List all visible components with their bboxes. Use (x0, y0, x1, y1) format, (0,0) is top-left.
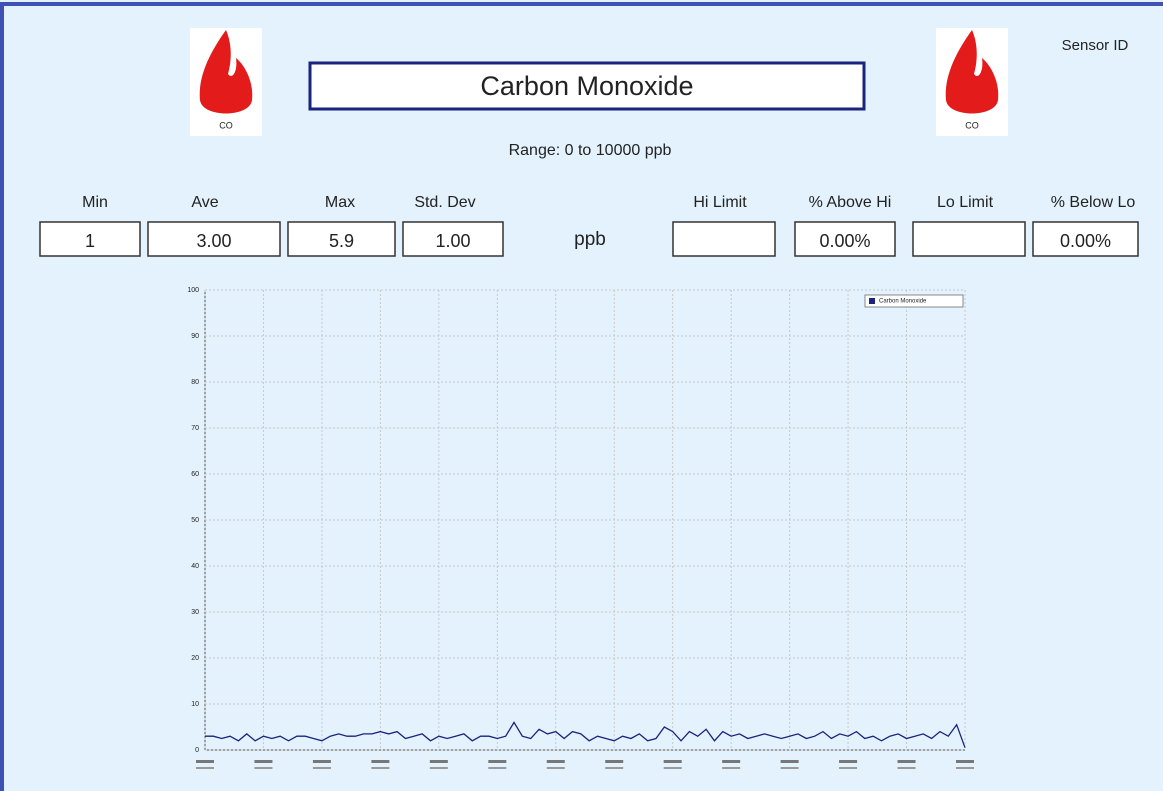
x-tick-label-blur (722, 767, 741, 769)
stat-box (672, 221, 776, 257)
x-tick-label-blur (371, 760, 390, 763)
y-tick-label: 40 (191, 563, 199, 570)
stat-box (794, 221, 896, 257)
stat-label: Min (82, 194, 108, 211)
x-tick-label-blur (663, 767, 682, 769)
x-tick-label-blur (956, 760, 974, 763)
stat-box (39, 221, 141, 257)
x-tick-label-blur (429, 767, 448, 769)
x-tick-label-blur (956, 767, 974, 769)
line (205, 721, 966, 748)
x-tick-label-blur (196, 767, 214, 769)
stat-label: % Above Hi (809, 194, 892, 211)
legend-box (864, 294, 964, 308)
stat-label: Std. Dev (414, 194, 475, 211)
stat-box (1032, 221, 1139, 257)
x-tick-label-blur (780, 767, 799, 769)
x-tick-label-blur (839, 767, 858, 769)
y-tick-label: 100 (187, 287, 199, 294)
stat-value: 5.9 (329, 231, 354, 251)
x-tick-label-blur (371, 767, 390, 769)
stat-label: Ave (191, 194, 218, 211)
x-tick-label-blur (897, 760, 916, 763)
icon-label: CO (219, 120, 233, 130)
x-tick-label-blur (312, 767, 331, 769)
y-tick-label: 80 (191, 379, 199, 386)
stat-box (147, 221, 281, 257)
sensor-id: Sensor ID (1062, 37, 1129, 54)
x-tick-label-blur (196, 760, 214, 763)
y-tick-label: 20 (191, 655, 199, 662)
title: Carbon Monoxide (480, 71, 693, 101)
y-tick-label: 0 (195, 747, 199, 754)
x-tick-label-blur (488, 760, 507, 763)
stat-value: 0.00% (819, 231, 870, 251)
y-tick-label: 60 (191, 471, 199, 478)
unit: ppb (574, 229, 606, 250)
icon-label: CO (965, 120, 979, 130)
stat-label: Max (325, 194, 355, 211)
stat-value: 1 (85, 231, 95, 251)
x-tick-label-blur (605, 760, 624, 763)
x-tick-label-blur (663, 760, 682, 763)
stat-value: 1.00 (435, 231, 470, 251)
title-box (308, 61, 866, 111)
stat-box (912, 221, 1026, 257)
legend-swatch (869, 298, 875, 304)
y-tick-label: 10 (191, 701, 199, 708)
stat-label: Lo Limit (937, 194, 994, 211)
x-tick-label-blur (839, 760, 858, 763)
stat-label: % Below Lo (1051, 194, 1136, 211)
icon: CO (936, 28, 1008, 136)
y-tick-label: 90 (191, 333, 199, 340)
stat-label: Hi Limit (693, 194, 747, 211)
x-tick-label-blur (780, 760, 799, 763)
x-tick-label-blur (605, 767, 624, 769)
x-tick-label-blur (254, 767, 273, 769)
x-tick-label-blur (546, 760, 565, 763)
x-tick-label-blur (312, 760, 331, 763)
y-tick-label: 30 (191, 609, 199, 616)
x-tick-label-blur (722, 760, 741, 763)
range: Range: 0 to 10000 ppb (509, 142, 672, 159)
stat-value: 3.00 (196, 231, 231, 251)
x-tick-label-blur (488, 767, 507, 769)
icon: CO (190, 28, 262, 136)
stat-box (287, 221, 396, 257)
x-tick-label-blur (546, 767, 565, 769)
x-tick-label-blur (897, 767, 916, 769)
x-tick-label-blur (429, 760, 448, 763)
y-tick-label: 50 (191, 517, 199, 524)
x-tick-label-blur (254, 760, 273, 763)
legend-label: Carbon Monoxide (879, 299, 927, 305)
y-tick-label: 70 (191, 425, 199, 432)
stat-box (402, 221, 504, 257)
stat-value: 0.00% (1060, 231, 1111, 251)
